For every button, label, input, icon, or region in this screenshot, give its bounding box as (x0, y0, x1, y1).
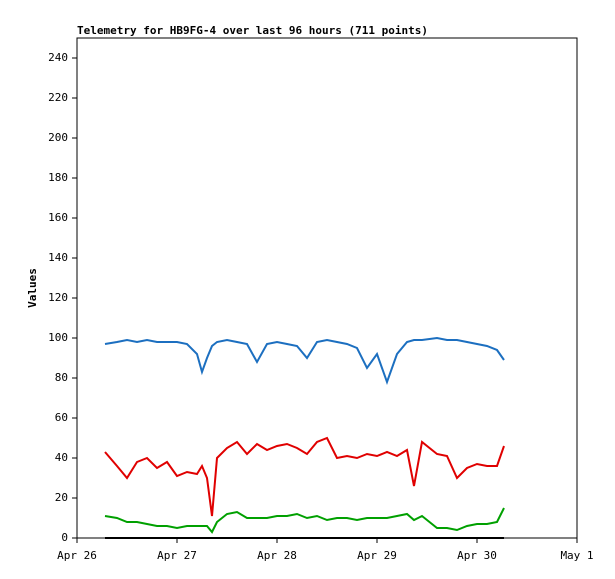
series-line (104, 336, 505, 385)
x-tick-label: May 1 (560, 549, 593, 562)
y-tick-label: 160 (48, 211, 68, 224)
chart-title: Telemetry for HB9FG-4 over last 96 hours… (77, 24, 428, 37)
series-line (104, 436, 505, 517)
x-tick-label: Apr 26 (57, 549, 97, 562)
y-tick-label: 40 (55, 451, 68, 464)
y-tick-label: 20 (55, 491, 68, 504)
y-tick-label: 240 (48, 51, 68, 64)
y-tick-label: 60 (55, 411, 68, 424)
y-tick-label: 200 (48, 131, 68, 144)
y-tick-label: 100 (48, 331, 68, 344)
x-tick-label: Apr 30 (457, 549, 497, 562)
x-tick-label: Apr 29 (357, 549, 397, 562)
x-tick-label: Apr 28 (257, 549, 297, 562)
series-line (104, 507, 505, 534)
y-axis-label: Values (26, 268, 39, 308)
x-tick-label: Apr 27 (157, 549, 197, 562)
y-tick-label: 0 (61, 531, 68, 544)
y-tick-label: 80 (55, 371, 68, 384)
y-tick-label: 120 (48, 291, 68, 304)
y-tick-label: 220 (48, 91, 68, 104)
y-tick-label: 140 (48, 251, 68, 264)
y-tick-label: 180 (48, 171, 68, 184)
